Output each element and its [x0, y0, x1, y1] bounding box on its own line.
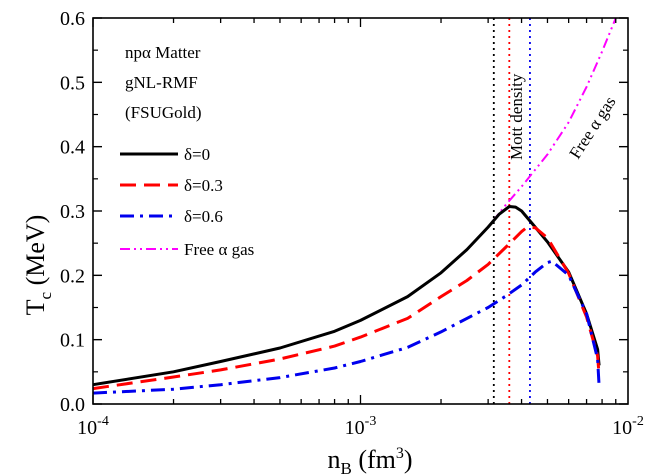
x-tick-base: 10: [612, 417, 632, 439]
y-axis-label-main: T: [21, 299, 50, 315]
y-tick-label: 0.4: [60, 137, 85, 159]
x-axis-label-main: n: [327, 445, 340, 474]
mott-lines: [492, 18, 531, 404]
note-line-3: (FSUGold): [125, 103, 202, 122]
y-tick-label: 0.3: [60, 201, 85, 223]
legend-label-delta-0: δ=0: [184, 145, 210, 164]
x-tick-base: 10: [345, 417, 365, 439]
tick-labels: 0.00.10.20.30.40.50.610-4 10-3 10-2: [60, 8, 644, 439]
x-tick-label: 10-4: [77, 414, 109, 439]
y-tick-label: 0.2: [60, 265, 85, 287]
series-line: [92, 259, 601, 395]
y-axis-label: Tc (MeV): [21, 215, 55, 316]
x-axis-label-sub: B: [340, 459, 351, 475]
x-tick-label: 10-2: [612, 414, 644, 439]
y-axis-label-unit: (MeV): [21, 215, 50, 292]
y-tick-label: 0.0: [60, 394, 85, 416]
x-tick-label: 10-3: [345, 414, 377, 439]
annotation-mott-density: Mott density: [507, 73, 526, 160]
x-axis-label-close: ): [404, 445, 413, 474]
legend-label-delta-03: δ=0.3: [184, 176, 223, 195]
legend-label-free-alpha: Free α gas: [184, 240, 254, 259]
x-tick-exponent: -3: [365, 414, 377, 429]
note-line-1: npα Matter: [125, 43, 201, 62]
y-axis-label-sub: c: [36, 291, 55, 299]
x-tick-exponent: -2: [632, 414, 644, 429]
x-tick-exponent: -4: [97, 414, 109, 429]
series-line: [92, 225, 601, 391]
axis-ticks: [92, 17, 628, 405]
x-tick-base: 10: [77, 417, 97, 439]
x-axis-label-sup: 3: [396, 445, 404, 462]
x-axis-label-unit: (fm: [352, 445, 396, 474]
annotation-free-alpha-gas: Free α gas: [565, 93, 619, 162]
legend-label-delta-06: δ=0.6: [184, 207, 223, 226]
series-line: [92, 205, 601, 387]
series-curves: [92, 17, 617, 395]
x-axis-label: nB (fm3): [327, 445, 412, 475]
legend: δ=0 δ=0.3 δ=0.6 Free α gas: [120, 145, 254, 259]
y-tick-label: 0.1: [60, 330, 85, 352]
y-tick-label: 0.6: [60, 8, 85, 30]
note-line-2: gNL-RMF: [125, 73, 198, 92]
y-tick-label: 0.5: [60, 72, 85, 94]
